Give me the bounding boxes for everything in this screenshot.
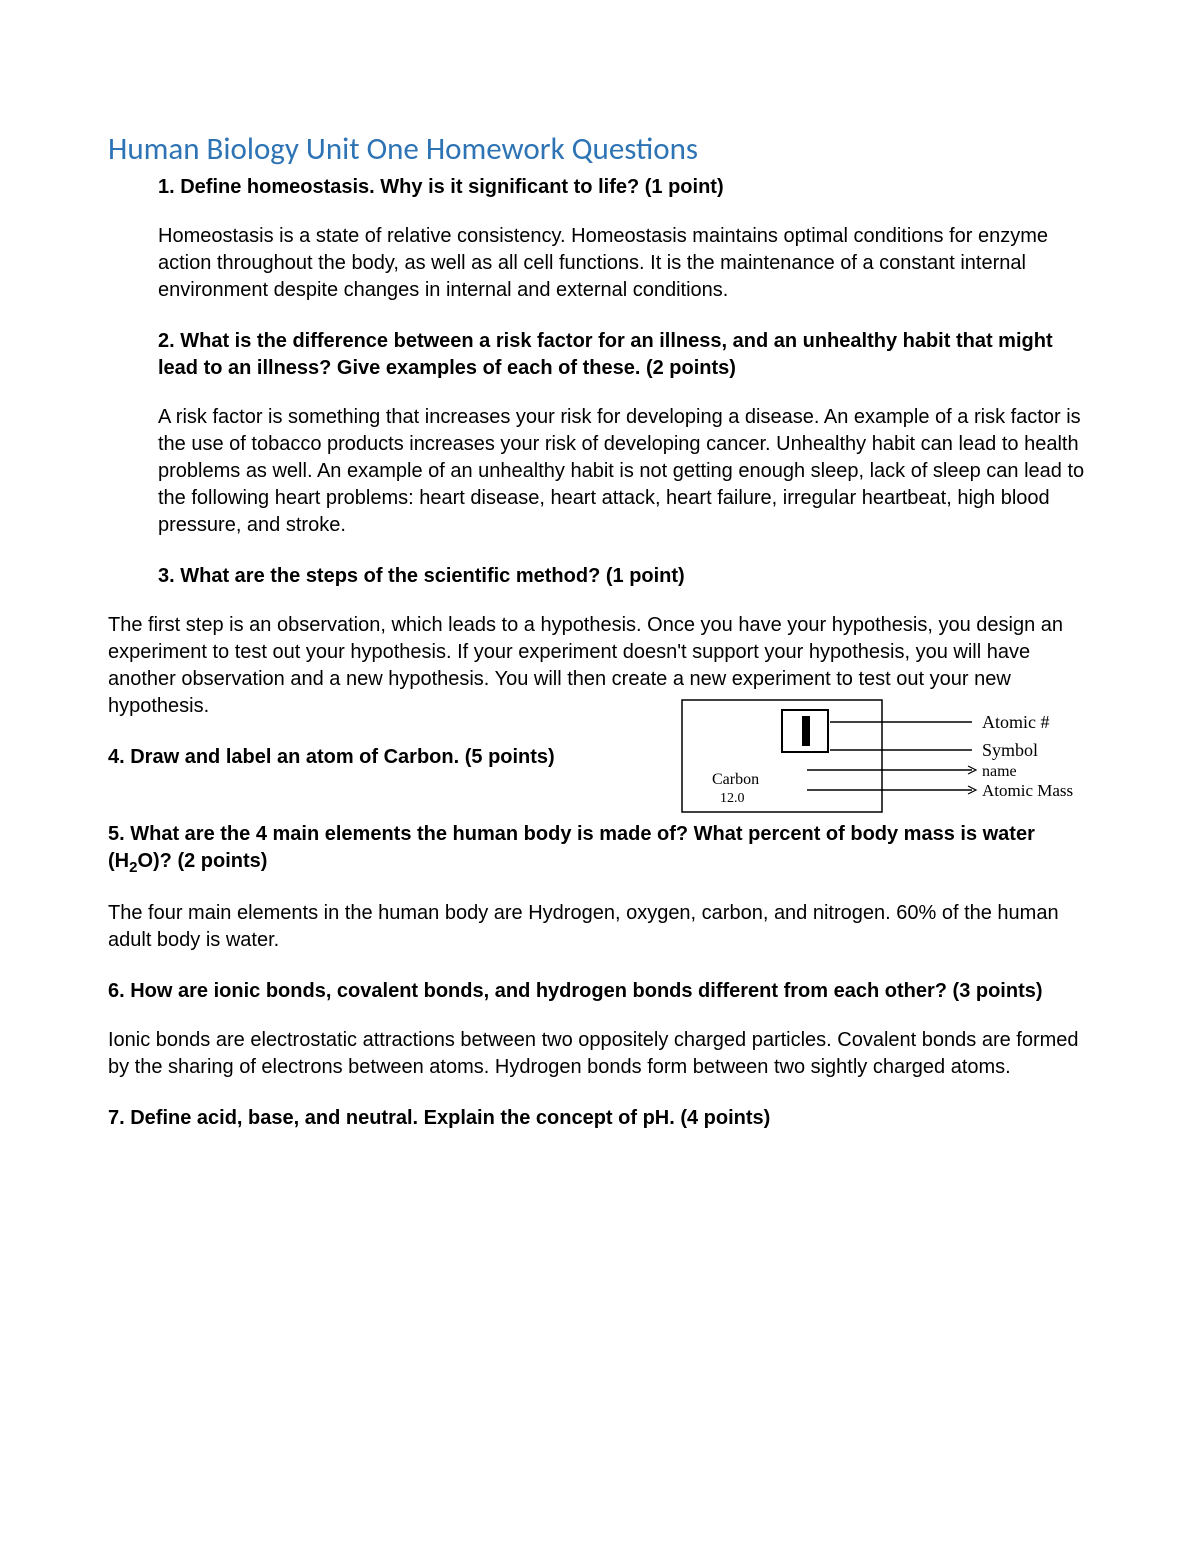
question-5-prompt: 5. What are the 4 main elements the huma… — [108, 821, 1092, 878]
question-6-prompt: 6. How are ionic bonds, covalent bonds, … — [108, 978, 1092, 1005]
carbon-atom-sketch: Carbon 12.0 Atomic # Symbol name Atomic … — [672, 692, 1132, 822]
question-6-answer: Ionic bonds are electrostatic attraction… — [108, 1027, 1092, 1081]
sketch-label-name: name — [982, 763, 1017, 780]
question-3-prompt: 3. What are the steps of the scientific … — [108, 563, 1092, 590]
question-5-answer: The four main elements in the human body… — [108, 900, 1092, 954]
sketch-element-mass: 12.0 — [720, 791, 745, 806]
question-2-prompt: 2. What is the difference between a risk… — [108, 328, 1092, 382]
document-page: Human Biology Unit One Homework Question… — [0, 0, 1200, 1553]
sketch-label-atomic-mass: Atomic Mass — [982, 781, 1073, 800]
question-5-prompt-part2: O)? (2 points) — [137, 850, 267, 872]
sketch-label-atomic-number: Atomic # — [982, 712, 1050, 732]
question-1-prompt: 1. Define homeostasis. Why is it signifi… — [108, 174, 1092, 201]
question-2-answer: A risk factor is something that increase… — [108, 404, 1092, 539]
sketch-label-symbol: Symbol — [982, 740, 1038, 760]
question-4-row: 4. Draw and label an atom of Carbon. (5 … — [108, 744, 1092, 771]
page-title: Human Biology Unit One Homework Question… — [108, 130, 1092, 168]
sketch-element-name: Carbon — [712, 771, 759, 788]
question-1-answer: Homeostasis is a state of relative consi… — [108, 223, 1092, 304]
question-7-prompt: 7. Define acid, base, and neutral. Expla… — [108, 1105, 1092, 1132]
